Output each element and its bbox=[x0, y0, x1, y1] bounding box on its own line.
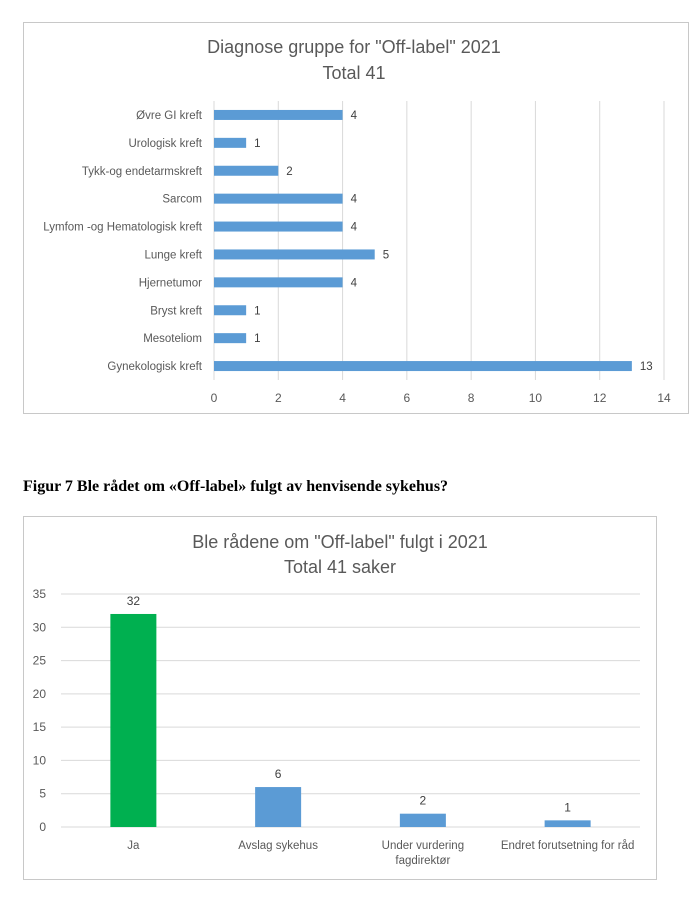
chart2-category-label: Under vurdering bbox=[382, 840, 464, 852]
chart1-category-label: Lymfom -og Hematologisk kreft bbox=[43, 222, 203, 234]
chart2-bar bbox=[399, 813, 446, 827]
chart1-x-tick-label: 2 bbox=[275, 391, 282, 405]
chart2-category-label: fagdirektør bbox=[395, 855, 450, 867]
chart1-x-tick-label: 6 bbox=[404, 391, 411, 405]
chart1-x-tick-label: 8 bbox=[468, 391, 475, 405]
diagnosis-chart: Diagnose gruppe for "Off-label" 2021 Tot… bbox=[23, 22, 689, 414]
chart2-subtitle: Total 41 saker bbox=[284, 557, 396, 577]
chart2-title: Ble rådene om "Off-label" fulgt i 2021 bbox=[192, 532, 488, 552]
chart1-subtitle: Total 41 bbox=[322, 63, 385, 83]
chart1-bar bbox=[214, 137, 247, 148]
advice-followed-chart-svg: Ble rådene om "Off-label" fulgt i 2021 T… bbox=[33, 532, 640, 867]
chart2-y-tick-label: 5 bbox=[39, 787, 46, 801]
chart1-bar bbox=[214, 277, 343, 288]
chart1-bar bbox=[214, 193, 343, 204]
chart1-category-label: Hjernetumor bbox=[139, 277, 202, 289]
chart1-data-label: 4 bbox=[351, 194, 358, 206]
chart1-data-label: 13 bbox=[640, 361, 653, 373]
chart2-category-label: Avslag sykehus bbox=[238, 840, 318, 852]
chart1-bar bbox=[214, 361, 632, 372]
chart1-x-tick-label: 14 bbox=[657, 391, 671, 405]
chart2-y-tick-label: 15 bbox=[33, 720, 47, 734]
chart1-category-label: Øvre GI kreft bbox=[136, 110, 203, 122]
chart1-data-label: 1 bbox=[254, 138, 260, 150]
chart1-category-label: Mesoteliom bbox=[143, 333, 202, 345]
chart1-category-label: Bryst kreft bbox=[150, 305, 203, 317]
chart1-title: Diagnose gruppe for "Off-label" 2021 bbox=[207, 37, 501, 57]
chart1-category-label: Gynekologisk kreft bbox=[107, 361, 202, 373]
diagnosis-chart-svg: Diagnose gruppe for "Off-label" 2021 Tot… bbox=[43, 37, 671, 405]
chart1-bar bbox=[214, 109, 343, 120]
chart1-category-label: Tykk-og endetarmskreft bbox=[82, 166, 203, 178]
chart1-bar bbox=[214, 165, 279, 176]
chart1-data-label: 1 bbox=[254, 305, 260, 317]
chart2-data-label: 32 bbox=[127, 594, 141, 608]
chart1-data-label: 4 bbox=[351, 110, 358, 122]
chart2-data-label: 2 bbox=[420, 794, 427, 808]
chart1-bar bbox=[214, 249, 375, 260]
chart2-data-label: 6 bbox=[275, 767, 282, 781]
chart2-bar bbox=[110, 613, 157, 827]
chart1-x-tick-label: 12 bbox=[593, 391, 607, 405]
figure-caption: Figur 7 Ble rådet om «Off-label» fulgt a… bbox=[23, 478, 449, 495]
chart2-y-tick-label: 25 bbox=[33, 654, 47, 668]
chart2-data-label: 1 bbox=[564, 800, 571, 814]
chart2-y-tick-label: 0 bbox=[39, 820, 46, 834]
chart1-data-label: 5 bbox=[383, 249, 389, 261]
chart1-bar bbox=[214, 221, 343, 232]
chart2-y-tick-label: 20 bbox=[33, 687, 47, 701]
chart2-y-tick-label: 10 bbox=[33, 753, 47, 767]
chart1-data-label: 2 bbox=[286, 166, 292, 178]
chart1-category-label: Sarcom bbox=[162, 194, 202, 206]
chart1-data-label: 4 bbox=[351, 222, 358, 234]
chart2-bar bbox=[544, 820, 591, 827]
chart1-bar bbox=[214, 333, 247, 344]
chart1-data-label: 1 bbox=[254, 333, 260, 345]
advice-followed-chart: Ble rådene om "Off-label" fulgt i 2021 T… bbox=[23, 516, 657, 880]
chart2-y-tick-label: 35 bbox=[33, 587, 47, 601]
chart1-x-tick-label: 0 bbox=[211, 391, 218, 405]
chart2-bar bbox=[255, 787, 302, 827]
chart2-y-tick-label: 30 bbox=[33, 620, 47, 634]
chart1-x-tick-label: 4 bbox=[339, 391, 346, 405]
chart1-data-label: 4 bbox=[351, 277, 358, 289]
chart2-category-label: Ja bbox=[127, 840, 140, 852]
chart1-category-label: Urologisk kreft bbox=[129, 138, 203, 150]
chart1-category-label: Lunge kreft bbox=[144, 249, 202, 261]
chart1-bar bbox=[214, 305, 247, 316]
chart2-category-label: Endret forutsetning for råd bbox=[501, 840, 635, 852]
chart1-x-tick-label: 10 bbox=[529, 391, 543, 405]
